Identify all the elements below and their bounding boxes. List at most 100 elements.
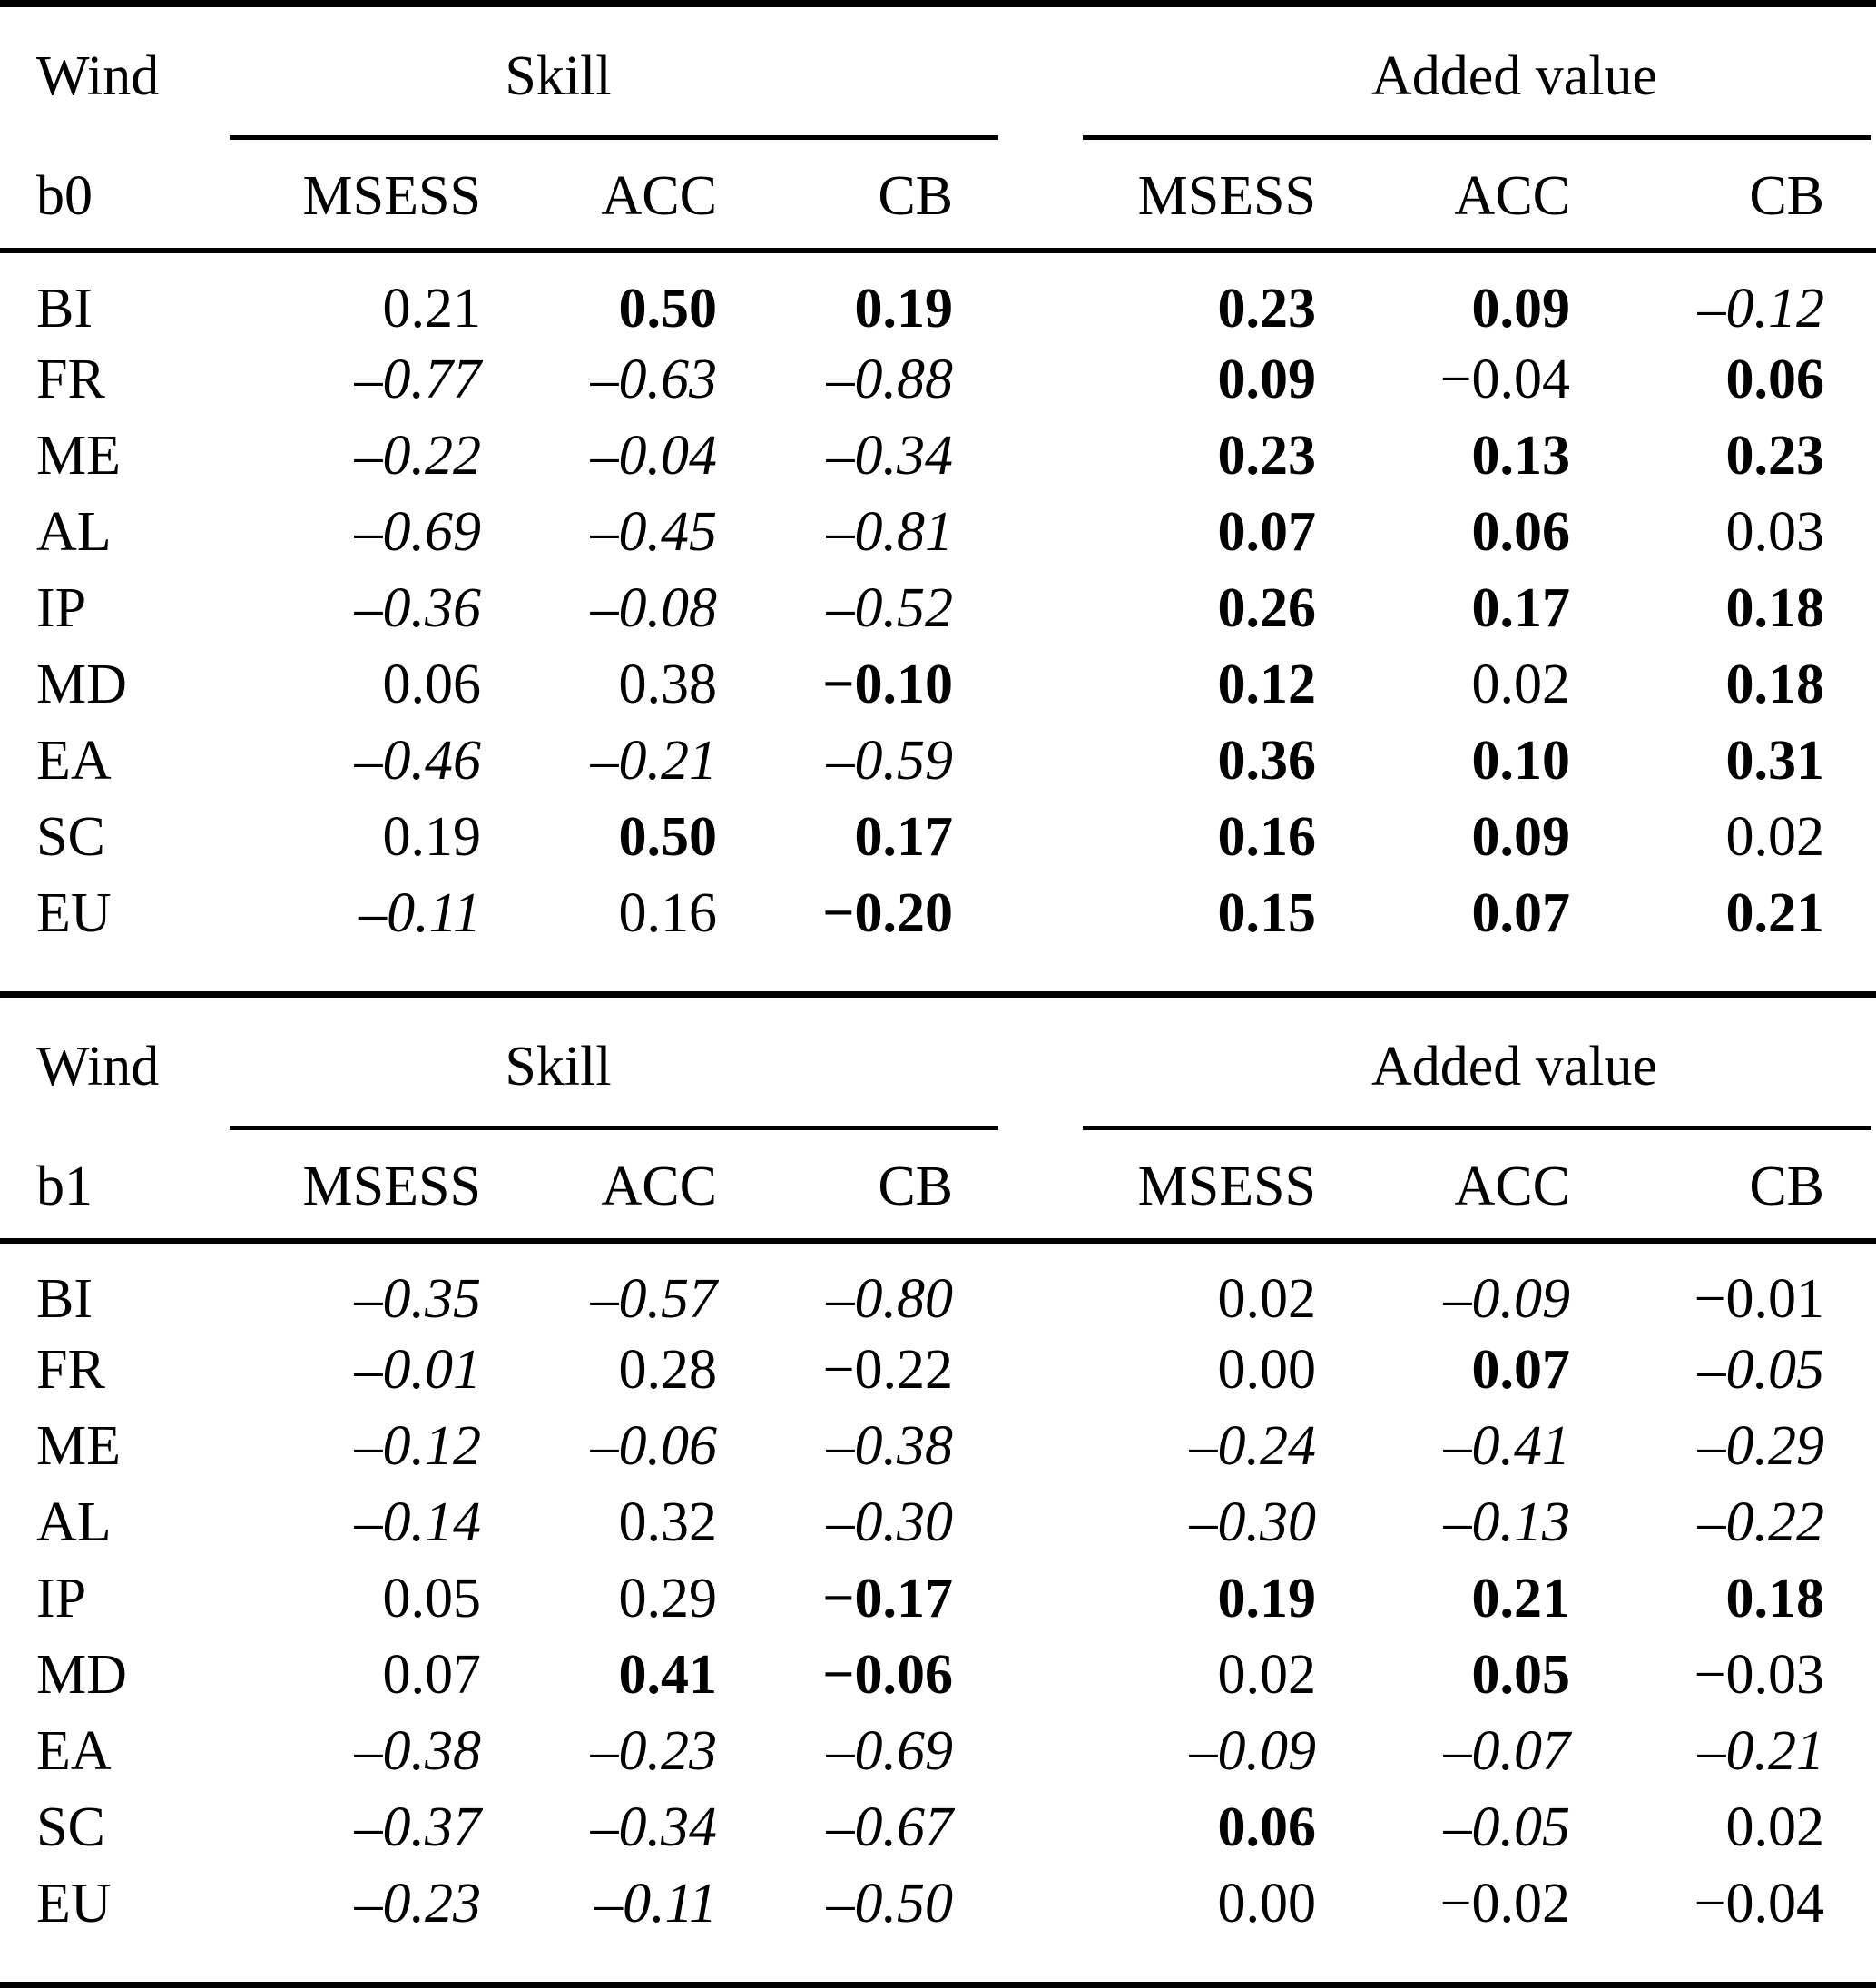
region-label: ME bbox=[36, 424, 121, 487]
value-cell: 0.50 bbox=[618, 278, 718, 340]
value-cell: 0.06 bbox=[1725, 348, 1825, 410]
value-cell: –0.41 bbox=[1443, 1414, 1571, 1477]
value-cell: 0.02 bbox=[1725, 1796, 1825, 1858]
value-cell: 0.21 bbox=[1471, 1567, 1571, 1629]
table-row: EA –0.46 –0.21 –0.59 0.36 0.10 0.31 bbox=[0, 723, 1876, 799]
value-cell: −0.03 bbox=[1694, 1643, 1825, 1706]
group-header-added-value: Added value bbox=[953, 7, 1876, 145]
col-header-added-msess: MSESS bbox=[1137, 165, 1317, 227]
group-label-added-value: Added value bbox=[1371, 44, 1658, 107]
value-cell: 0.07 bbox=[1471, 1338, 1571, 1401]
value-cell: –0.14 bbox=[354, 1491, 482, 1553]
corner-label-wind: Wind bbox=[36, 1035, 160, 1097]
value-cell: 0.02 bbox=[1725, 805, 1825, 868]
value-cell: –0.11 bbox=[359, 881, 481, 944]
value-cell: 0.05 bbox=[1471, 1643, 1571, 1706]
value-cell: 0.09 bbox=[1471, 805, 1571, 868]
value-cell: 0.17 bbox=[854, 805, 954, 868]
table-row: MD 0.06 0.38 −0.10 0.12 0.02 0.18 bbox=[0, 646, 1876, 723]
region-label: BI bbox=[36, 1268, 93, 1330]
value-cell: –0.67 bbox=[826, 1796, 954, 1858]
value-cell: –0.35 bbox=[354, 1268, 482, 1330]
region-label: EU bbox=[36, 881, 112, 944]
table-row: IP 0.05 0.29 −0.17 0.19 0.21 0.18 bbox=[0, 1560, 1876, 1637]
value-cell: –0.24 bbox=[1189, 1414, 1317, 1477]
corner-label-b0: b0 bbox=[36, 165, 93, 227]
table-row: ME –0.22 –0.04 –0.34 0.23 0.13 0.23 bbox=[0, 418, 1876, 494]
value-cell: –0.13 bbox=[1443, 1491, 1571, 1553]
region-label: MD bbox=[36, 1643, 127, 1706]
value-cell: –0.38 bbox=[354, 1719, 482, 1782]
value-cell: –0.38 bbox=[826, 1414, 954, 1477]
value-cell: 0.09 bbox=[1471, 278, 1571, 340]
value-cell: 0.12 bbox=[1217, 653, 1317, 715]
value-cell: 0.09 bbox=[1217, 348, 1317, 410]
value-cell: 0.07 bbox=[1471, 881, 1571, 944]
value-cell: –0.36 bbox=[354, 576, 482, 639]
col-header-skill-acc: ACC bbox=[601, 1156, 717, 1217]
corner-label-b1: b1 bbox=[36, 1156, 93, 1217]
wind-b1-table: Wind Skill Added value b1 MSESS ACC CB M… bbox=[0, 998, 1876, 1942]
value-cell: –0.04 bbox=[590, 424, 718, 487]
value-cell: 0.19 bbox=[382, 805, 482, 868]
value-cell: 0.10 bbox=[1471, 729, 1571, 792]
value-cell: 0.13 bbox=[1471, 424, 1571, 487]
value-cell: –0.09 bbox=[1443, 1268, 1571, 1330]
value-cell: 0.03 bbox=[1725, 500, 1825, 563]
region-label: FR bbox=[36, 348, 105, 410]
table-row: MD 0.07 0.41 −0.06 0.02 0.05 −0.03 bbox=[0, 1637, 1876, 1713]
skill-group-underline bbox=[230, 135, 998, 140]
value-cell: 0.07 bbox=[382, 1643, 482, 1706]
group-label-skill: Skill bbox=[505, 1035, 612, 1097]
value-cell: –0.77 bbox=[354, 348, 482, 410]
group-header-skill: Skill bbox=[163, 7, 998, 145]
added-value-group-underline bbox=[1083, 1126, 1872, 1130]
value-cell: 0.21 bbox=[1725, 881, 1825, 944]
col-header-skill-msess: MSESS bbox=[302, 165, 481, 227]
region-label: FR bbox=[36, 1338, 105, 1401]
group-header-added-value: Added value bbox=[953, 998, 1876, 1136]
value-cell: 0.19 bbox=[1217, 1567, 1317, 1629]
corner-label-wind: Wind bbox=[36, 44, 160, 107]
value-cell: –0.69 bbox=[826, 1719, 954, 1782]
col-header-added-acc: ACC bbox=[1454, 165, 1571, 227]
region-label: BI bbox=[36, 278, 93, 340]
value-cell: –0.37 bbox=[354, 1796, 482, 1858]
value-cell: 0.23 bbox=[1725, 424, 1825, 487]
value-cell: −0.04 bbox=[1439, 348, 1571, 410]
group-header-skill: Skill bbox=[163, 998, 998, 1136]
value-cell: –0.80 bbox=[826, 1268, 954, 1330]
region-label: MD bbox=[36, 653, 127, 715]
table-row: EA –0.38 –0.23 –0.69 –0.09 –0.07 –0.21 bbox=[0, 1713, 1876, 1789]
value-cell: −0.04 bbox=[1694, 1872, 1825, 1934]
value-cell: –0.22 bbox=[354, 424, 482, 487]
value-cell: –0.01 bbox=[354, 1338, 482, 1401]
value-cell: –0.59 bbox=[826, 729, 954, 792]
region-label: IP bbox=[36, 1567, 87, 1629]
value-cell: –0.12 bbox=[354, 1414, 482, 1477]
value-cell: 0.02 bbox=[1217, 1643, 1317, 1706]
col-header-skill-cb: CB bbox=[878, 165, 954, 227]
table-row: EU –0.11 0.16 −0.20 0.15 0.07 0.21 bbox=[0, 875, 1876, 951]
value-cell: 0.18 bbox=[1725, 576, 1825, 639]
table-row: SC –0.37 –0.34 –0.67 0.06 –0.05 0.02 bbox=[0, 1789, 1876, 1865]
value-cell: –0.23 bbox=[354, 1872, 482, 1934]
group-header-row: Wind Skill Added value bbox=[0, 998, 1876, 1136]
value-cell: –0.45 bbox=[590, 500, 718, 563]
value-cell: –0.11 bbox=[594, 1872, 717, 1934]
value-cell: 0.41 bbox=[618, 1643, 718, 1706]
value-cell: –0.88 bbox=[826, 348, 954, 410]
value-cell: 0.31 bbox=[1725, 729, 1825, 792]
region-label: SC bbox=[36, 1796, 105, 1858]
skill-group-underline bbox=[230, 1126, 998, 1130]
value-cell: –0.63 bbox=[590, 348, 718, 410]
value-cell: 0.23 bbox=[1217, 278, 1317, 340]
value-cell: –0.23 bbox=[590, 1719, 718, 1782]
value-cell: 0.26 bbox=[1217, 576, 1317, 639]
value-cell: 0.38 bbox=[618, 653, 718, 715]
region-label: EA bbox=[36, 729, 112, 792]
value-cell: 0.06 bbox=[1471, 500, 1571, 563]
value-cell: –0.05 bbox=[1697, 1338, 1825, 1401]
value-cell: 0.32 bbox=[618, 1491, 718, 1553]
value-cell: 0.18 bbox=[1725, 653, 1825, 715]
